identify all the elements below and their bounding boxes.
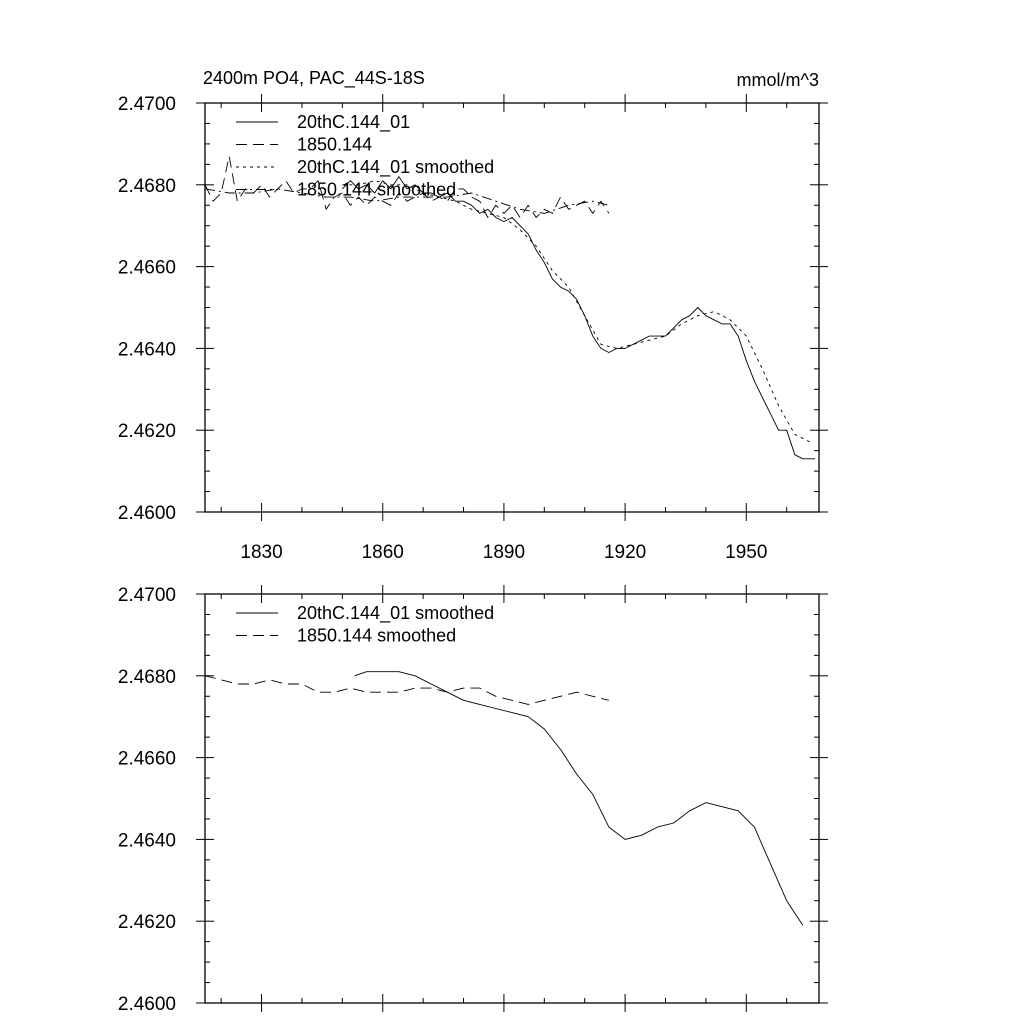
series-line bbox=[342, 180, 812, 443]
top-panel: 1830 1860 1890 1920 1950 2.4600 2.4620 2.4640 2.… bbox=[118, 94, 828, 563]
plot-frame bbox=[204, 593, 820, 1004]
y-tick-label: 2.4680 bbox=[118, 667, 176, 688]
units-label: mmol/m^3 bbox=[737, 70, 819, 90]
figure-title: 2400m PO4, PAC_44S-18S bbox=[203, 68, 425, 89]
y-tick-label: 2.4660 bbox=[118, 258, 176, 279]
legend-label: 20thC.144_01 smoothed bbox=[297, 603, 494, 624]
series-line bbox=[341, 176, 815, 460]
series-line bbox=[204, 188, 610, 214]
y-tick-label: 2.4600 bbox=[118, 503, 176, 524]
y-tick-label: 2.4640 bbox=[118, 339, 176, 360]
y-tick-label: 2.4600 bbox=[118, 994, 176, 1015]
x-tick-label: 1950 bbox=[725, 542, 767, 563]
y-tick-label: 2.4700 bbox=[118, 94, 176, 115]
x-tick-label: 1920 bbox=[604, 542, 646, 563]
series-line bbox=[204, 675, 610, 705]
y-tick-label: 2.4700 bbox=[118, 585, 176, 606]
legend-label: 20thC.144_01 bbox=[297, 112, 410, 133]
x-tick-label: 1830 bbox=[240, 542, 282, 563]
bottom-panel: 2.4600 2.4620 2.4640 2.4660 2.4680 2.4700 20th… bbox=[118, 585, 828, 1015]
y-tick-label: 2.4640 bbox=[118, 830, 176, 851]
series-line bbox=[354, 671, 804, 926]
y-tick-label: 2.4660 bbox=[118, 749, 176, 770]
legend-label: 20thC.144_01 smoothed bbox=[297, 157, 494, 178]
y-tick-label: 2.4680 bbox=[118, 176, 176, 197]
x-tick-label: 1890 bbox=[483, 542, 525, 563]
series-line bbox=[204, 155, 610, 218]
x-tick-label: 1860 bbox=[362, 542, 404, 563]
legend-label: 1850.144 smoothed bbox=[297, 180, 456, 200]
y-tick-label: 2.4620 bbox=[118, 421, 176, 442]
y-tick-label: 2.4620 bbox=[118, 912, 176, 933]
legend-label: 1850.144 smoothed bbox=[297, 626, 456, 646]
legend-label: 1850.144 bbox=[297, 135, 372, 155]
